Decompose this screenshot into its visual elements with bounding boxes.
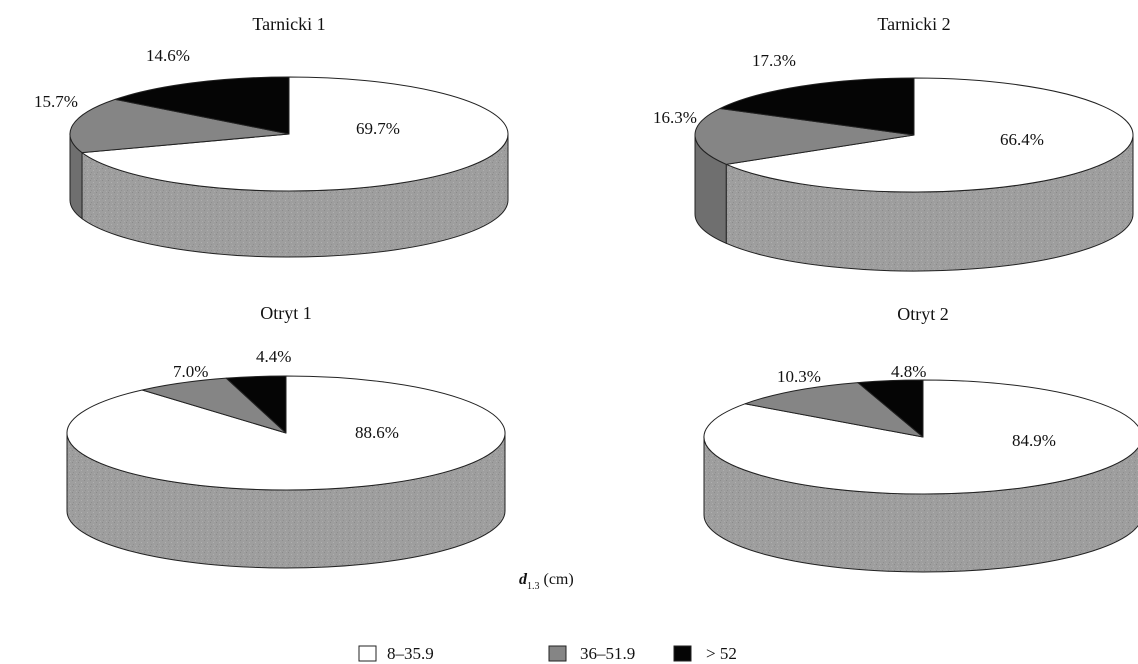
pie-label-tarnicki-1-52: 14.6% [146, 46, 190, 65]
pie-slice-otryt-2-52 [857, 379, 924, 438]
pie-label-otryt-2-52: 4.8% [891, 362, 926, 381]
pie-label-otryt-2-8-35-9: 84.9% [1012, 431, 1056, 450]
pie-tarnicki-2: Tarnicki 2 66.4% 16.3% 17.3% [653, 14, 1134, 272]
pie-label-tarnicki-2-36-51-9: 16.3% [653, 108, 697, 127]
pie-slice-tarnicki-1-36-51-9 [69, 98, 290, 154]
legend-title-symbol: d [519, 571, 528, 588]
pie-label-otryt-1-8-35-9: 88.6% [355, 423, 399, 442]
pie-label-tarnicki-2-52: 17.3% [752, 51, 796, 70]
pie-tarnicki-1: Tarnicki 1 69.7% 15.7% 14.6% [34, 14, 509, 258]
legend-title-subscript: 1.3 [527, 581, 540, 592]
pie-title-tarnicki-2: Tarnicki 2 [877, 14, 950, 34]
legend-swatch-gt-52 [673, 645, 692, 662]
pie-slice-tarnicki-2-8-35-9 [725, 77, 1134, 193]
pie-label-otryt-1-36-51-9: 7.0% [173, 362, 208, 381]
pie-title-tarnicki-1: Tarnicki 1 [252, 14, 325, 34]
legend: 8–35.9 36–51.9 > 52 [358, 644, 737, 663]
pie-label-tarnicki-1-8-35-9: 69.7% [356, 119, 400, 138]
pie-slice-tarnicki-2-52 [719, 77, 915, 136]
pie-label-tarnicki-2-8-35-9: 66.4% [1000, 130, 1044, 149]
legend-label-gt-52: > 52 [706, 644, 737, 663]
pie-slice-tarnicki-2-36-51-9 [694, 107, 915, 165]
legend-label-8-35-9: 8–35.9 [387, 644, 434, 663]
pie-title-otryt-2: Otryt 2 [897, 304, 949, 324]
legend-label-36-51-9: 36–51.9 [580, 644, 635, 663]
legend-title: d1.3 (cm) [519, 571, 574, 592]
pie-title-otryt-1: Otryt 1 [260, 303, 312, 323]
legend-swatch-8-35-9 [358, 645, 377, 662]
pie-slice-otryt-1-52 [225, 375, 287, 434]
pie-label-tarnicki-1-36-51-9: 15.7% [34, 92, 78, 111]
pie-slice-otryt-2-36-51-9 [744, 382, 924, 438]
pie-label-otryt-2-36-51-9: 10.3% [777, 367, 821, 386]
pie-otryt-2: Otryt 2 84.9% 10.3% 4.8% [703, 304, 1138, 573]
legend-title-unit: (cm) [544, 571, 574, 588]
pie-otryt-1: Otryt 1 88.6% 7.0% 4.4% [66, 303, 506, 569]
legend-swatch-36-51-9 [548, 645, 567, 662]
pie-slice-tarnicki-1-8-35-9 [81, 76, 509, 192]
pie-slice-tarnicki-1-52 [114, 76, 290, 135]
pie-label-otryt-1-52: 4.4% [256, 347, 291, 366]
